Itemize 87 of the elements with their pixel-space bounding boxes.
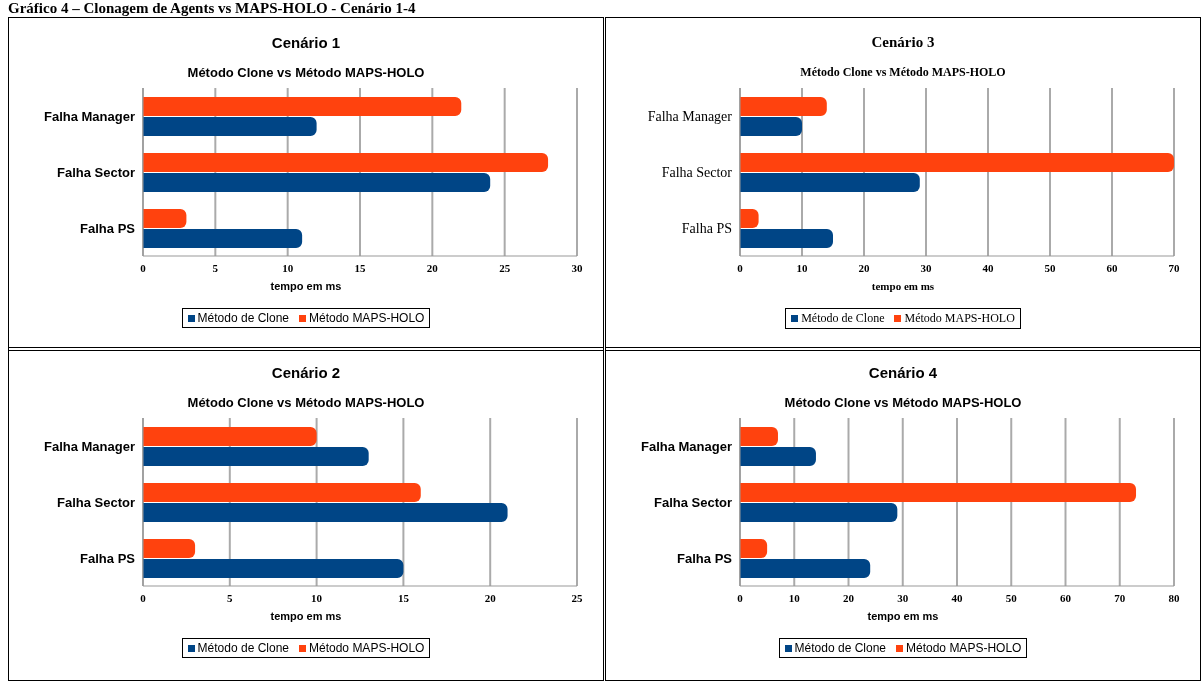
- bar: [740, 558, 871, 578]
- y-tick-label: Falha Manager: [647, 108, 733, 124]
- y-tick-label: Falha Sector: [56, 494, 135, 510]
- x-tick-label: 60: [1060, 591, 1072, 604]
- bar: [143, 208, 187, 228]
- legend-label: Método MAPS-HOLO: [308, 311, 425, 325]
- legend-label: Método de Clone: [196, 641, 290, 655]
- chart-title: Cenário 4: [867, 364, 939, 381]
- x-tick-label: 15: [354, 261, 366, 274]
- x-tick-label: 30: [571, 261, 583, 274]
- text: Gráfico 4 – Clonagem de Agents vs MAPS-HOLO - Cenário 1-4: [8, 0, 416, 16]
- x-axis-title: tempo em ms: [870, 280, 936, 292]
- bar: [740, 96, 827, 116]
- x-tick-label: 20: [484, 591, 497, 604]
- legend-label: Método de Clone: [196, 311, 290, 325]
- x-tick-label: 40: [951, 591, 963, 604]
- x-tick-label: 0: [737, 261, 744, 274]
- x-tick-label: 20: [843, 591, 855, 604]
- y-tick-label: Falha Manager: [640, 438, 732, 454]
- y-tick-label: Falha PS: [677, 550, 733, 566]
- bar: [143, 482, 421, 502]
- bar: [740, 208, 759, 228]
- chart-title: Cenário 3: [870, 34, 936, 51]
- y-tick-label: Falha PS: [681, 220, 732, 236]
- y-tick-label: Falha Sector: [56, 164, 135, 180]
- bar: [740, 482, 1137, 502]
- chart-subtitle: Método Clone vs Método MAPS-HOLO: [186, 65, 426, 80]
- legend-label: Método MAPS-HOLO: [905, 641, 1022, 655]
- x-tick-label: 60: [1106, 261, 1118, 274]
- legend-label: Método de Clone: [800, 311, 885, 326]
- x-tick-label: 20: [426, 261, 439, 274]
- legend-label: Método de Clone: [793, 641, 887, 655]
- x-tick-label: 40: [982, 261, 994, 274]
- y-tick-label: Falha PS: [80, 220, 136, 236]
- x-axis-title: tempo em ms: [269, 610, 343, 622]
- bar: [740, 228, 833, 248]
- bar: [143, 116, 317, 136]
- x-tick-label: 50: [1044, 261, 1056, 274]
- y-tick-label: Falha Manager: [43, 438, 135, 454]
- bar: [740, 116, 802, 136]
- bar: [143, 228, 303, 248]
- x-tick-label: 80: [1168, 591, 1180, 604]
- bar: [143, 502, 508, 522]
- x-tick-label: 10: [282, 261, 294, 274]
- bar: [740, 172, 920, 192]
- x-tick-label: 5: [227, 591, 234, 604]
- bar: [740, 446, 816, 466]
- x-tick-label: 20: [858, 261, 870, 274]
- bar: [143, 172, 491, 192]
- bar: [740, 152, 1174, 172]
- y-tick-label: Falha Manager: [43, 108, 135, 124]
- chart-subtitle: Método Clone vs Método MAPS-HOLO: [783, 395, 1023, 410]
- x-tick-label: 25: [499, 261, 511, 274]
- bar: [740, 426, 778, 446]
- chart-title: Cenário 1: [270, 34, 342, 51]
- bar: [740, 502, 898, 522]
- bar: [143, 558, 404, 578]
- legend-label: Método MAPS-HOLO: [308, 641, 425, 655]
- x-tick-label: 30: [920, 261, 932, 274]
- bar: [143, 96, 462, 116]
- x-tick-label: 70: [1168, 261, 1180, 274]
- x-tick-label: 5: [212, 261, 219, 274]
- chart-subtitle: Método Clone vs Método MAPS-HOLO: [186, 395, 426, 410]
- x-tick-label: 10: [311, 591, 323, 604]
- x-axis-title: tempo em ms: [866, 610, 940, 622]
- x-tick-label: 0: [737, 591, 744, 604]
- chart-subtitle: Método Clone vs Método MAPS-HOLO: [799, 65, 1007, 80]
- legend-label: Método MAPS-HOLO: [903, 311, 1015, 326]
- x-tick-label: 30: [897, 591, 909, 604]
- x-tick-label: 15: [397, 591, 410, 604]
- y-tick-label: Falha Sector: [653, 494, 732, 510]
- x-tick-label: 0: [140, 261, 147, 274]
- x-axis-title: tempo em ms: [269, 280, 343, 292]
- x-tick-label: 0: [140, 591, 147, 604]
- y-tick-label: Falha Sector: [661, 164, 733, 180]
- bar: [143, 446, 369, 466]
- bar: [740, 538, 768, 558]
- x-tick-label: 50: [1005, 591, 1018, 604]
- y-tick-label: Falha PS: [80, 550, 136, 566]
- x-tick-label: 25: [571, 591, 583, 604]
- x-tick-label: 10: [796, 261, 808, 274]
- bar: [143, 538, 196, 558]
- chart-title: Cenário 2: [270, 364, 342, 381]
- bar: [143, 152, 549, 172]
- x-tick-label: 70: [1114, 591, 1126, 604]
- bar: [143, 426, 317, 446]
- x-tick-label: 10: [788, 591, 801, 604]
